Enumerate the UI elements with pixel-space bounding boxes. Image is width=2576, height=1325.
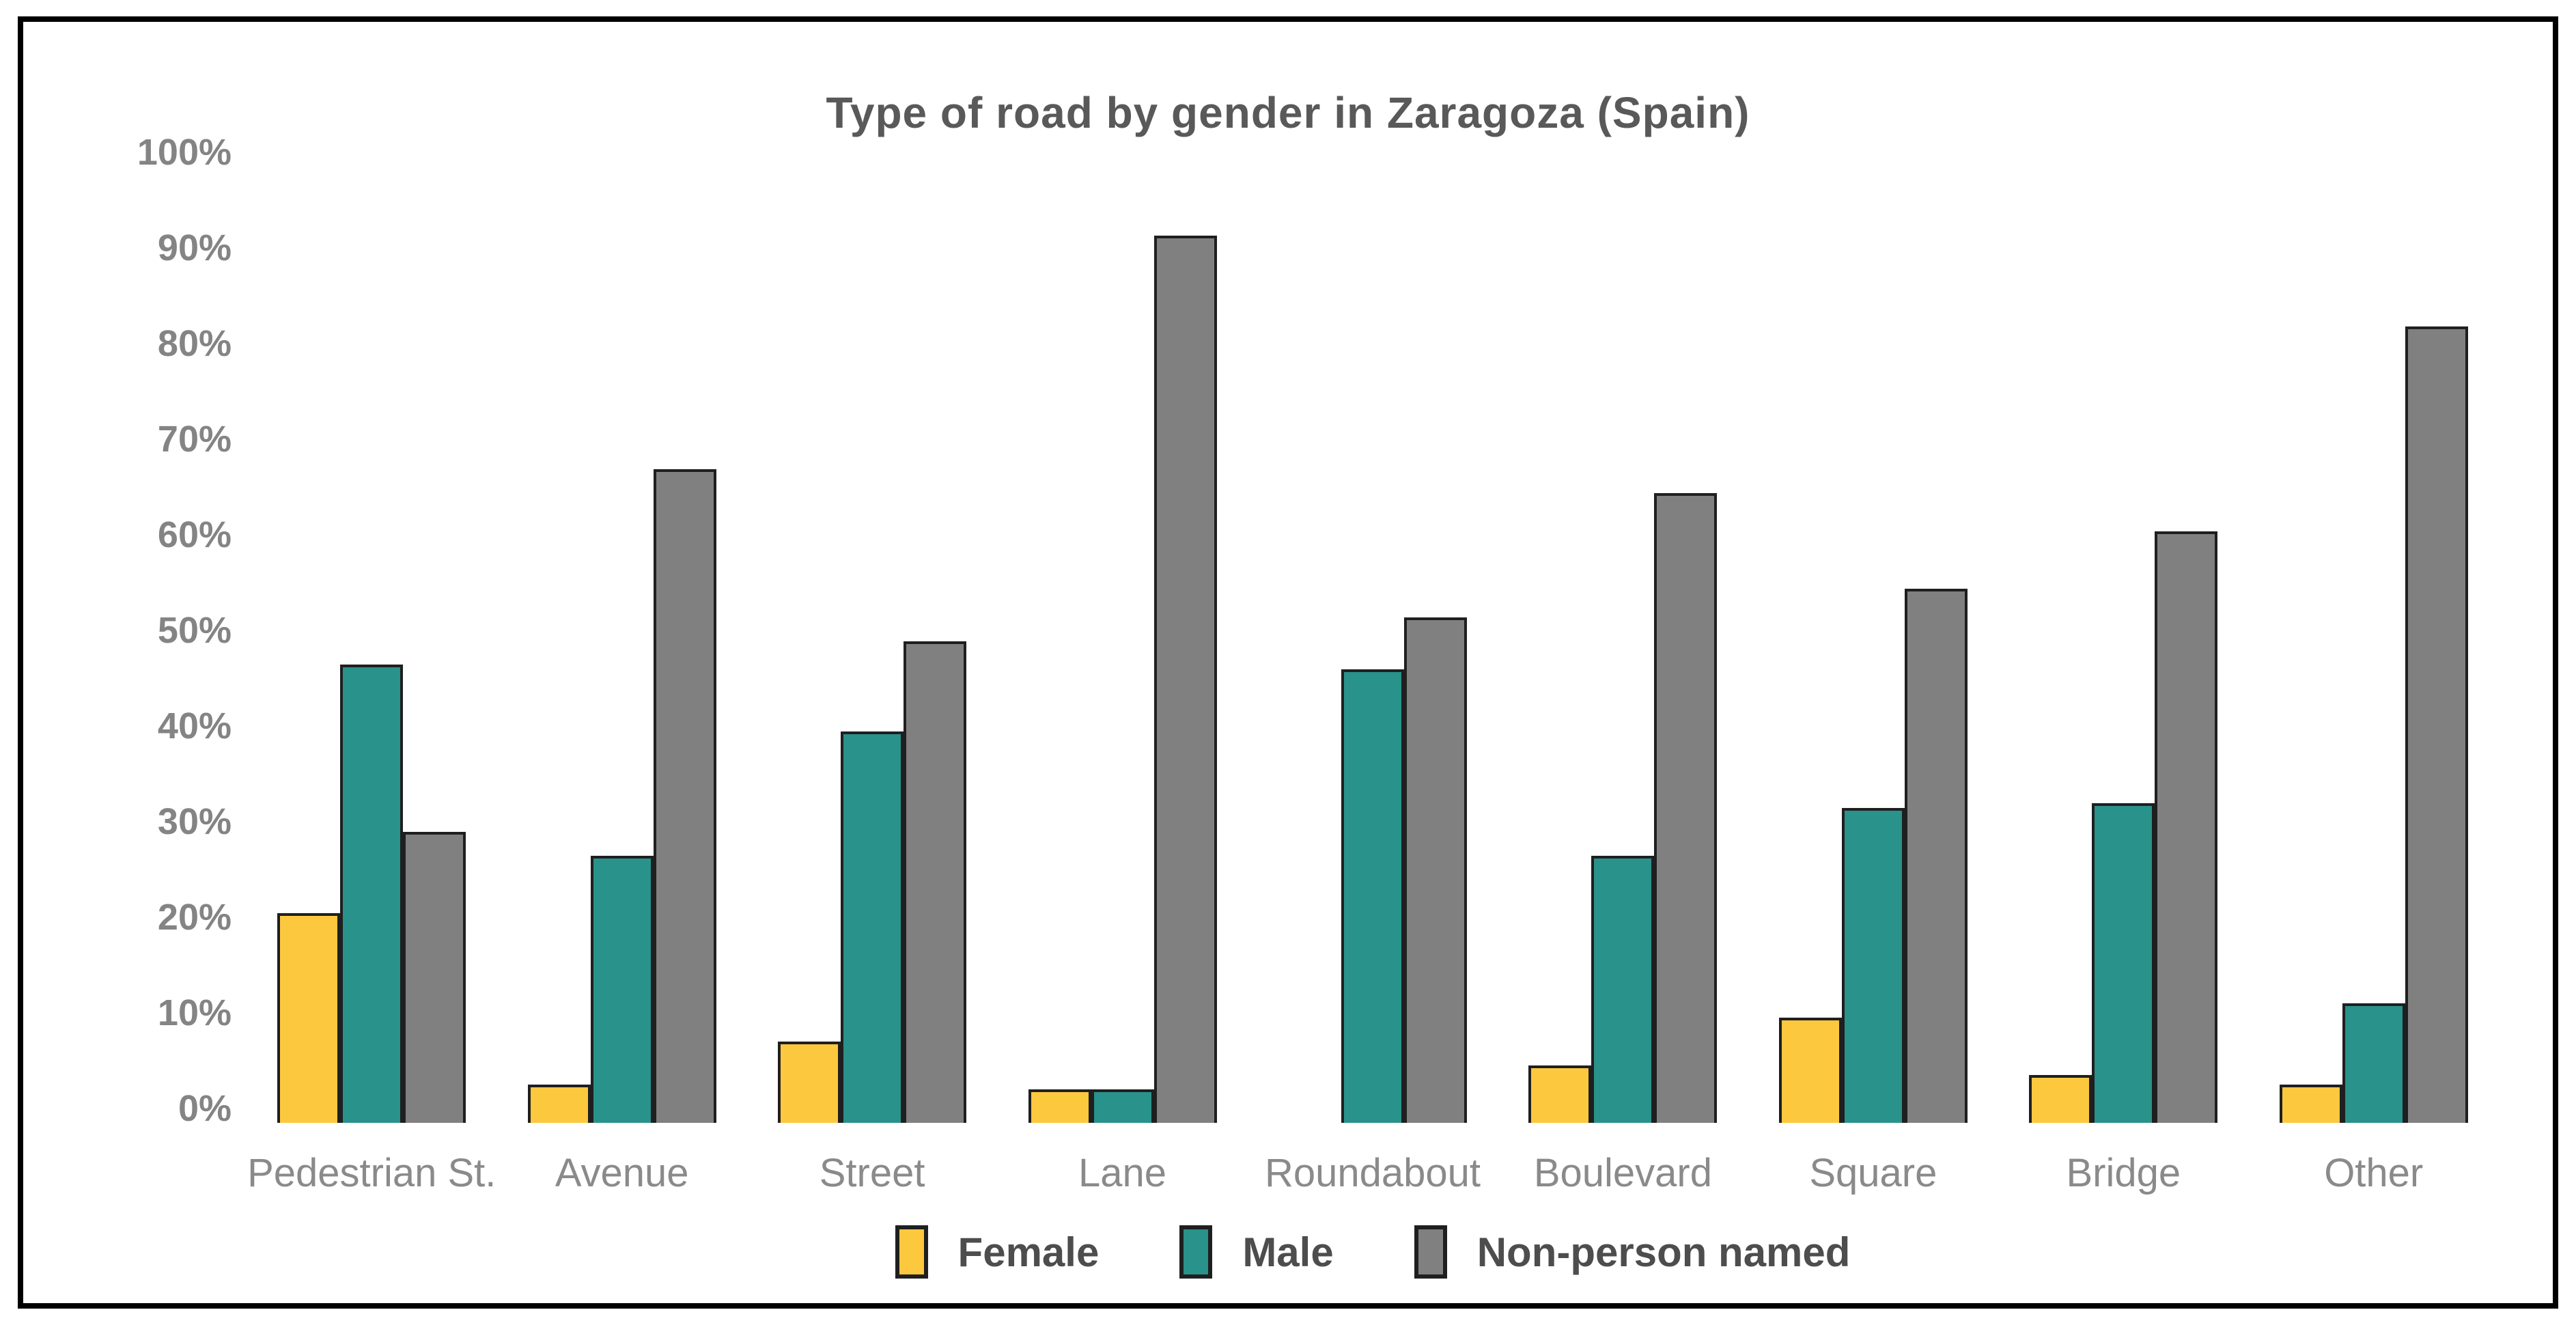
x-axis-label: Lane <box>1078 1151 1167 1195</box>
legend-label: Male <box>1242 1229 1334 1275</box>
bar-male <box>340 665 404 1123</box>
y-axis: 0% 10% 20% 30% 40% 50% 60% 70% 80% 90% 100% <box>23 22 232 1303</box>
x-axis-label: Boulevard <box>1533 1151 1712 1195</box>
legend-swatch-icon <box>1179 1225 1213 1279</box>
x-axis-label: Bridge <box>2066 1151 2181 1195</box>
y-tick-label: 0% <box>178 1088 232 1129</box>
legend-item-male: Male <box>1179 1225 1334 1279</box>
bar-female <box>1528 1065 1592 1123</box>
bar-female <box>778 1042 841 1123</box>
bar-male <box>1341 669 1404 1123</box>
bar-non-person-named <box>1153 236 1217 1123</box>
y-tick-label: 70% <box>157 419 232 460</box>
y-tick-label: 50% <box>157 610 232 651</box>
bar-male <box>841 731 904 1123</box>
chart-frame: Type of road by gender in Zaragoza (Spai… <box>18 16 2558 1309</box>
x-axis-label: Square <box>1809 1151 1937 1195</box>
bar-non-person-named <box>904 641 967 1123</box>
y-tick-label: 10% <box>157 992 232 1033</box>
legend-item-non-person-named: Non-person named <box>1414 1225 1851 1279</box>
bar-non-person-named <box>1654 493 1718 1123</box>
bar-non-person-named <box>1403 617 1467 1123</box>
legend-swatch-icon <box>1414 1225 1447 1279</box>
bar-non-person-named <box>2405 326 2468 1123</box>
chart-title: Type of road by gender in Zaragoza (Spai… <box>826 88 1750 137</box>
x-axis-label: Street <box>819 1151 925 1195</box>
bar-group-square <box>1748 169 1998 1123</box>
bar-male <box>590 856 654 1123</box>
bar-group-bridge <box>1998 169 2248 1123</box>
bar-female <box>1028 1089 1091 1123</box>
bar-female <box>277 913 341 1123</box>
legend-item-female: Female <box>895 1225 1100 1279</box>
bar-non-person-named <box>653 469 716 1123</box>
bar-group-street <box>747 169 997 1123</box>
bar-female <box>2029 1075 2092 1123</box>
bar-group-avenue <box>496 169 746 1123</box>
bar-group-lane <box>997 169 1247 1123</box>
bar-female <box>1778 1018 1842 1123</box>
bar-male <box>1841 808 1905 1123</box>
bar-group-pedestrian-st <box>247 169 496 1123</box>
bar-group-boulevard <box>1498 169 1748 1123</box>
bar-female <box>527 1085 591 1123</box>
bar-group-other <box>2249 169 2499 1123</box>
bar-male <box>1591 856 1655 1123</box>
legend-label: Non-person named <box>1476 1229 1851 1275</box>
bar-non-person-named <box>2155 531 2218 1123</box>
y-tick-label: 40% <box>157 706 232 747</box>
legend: Female Male Non-person named <box>247 1225 2499 1279</box>
x-axis-label: Pedestrian St. <box>247 1151 496 1195</box>
x-axis-label: Other <box>2324 1151 2424 1195</box>
bar-non-person-named <box>403 832 466 1123</box>
plot-area <box>247 169 2499 1123</box>
y-tick-label: 20% <box>157 897 232 938</box>
bar-non-person-named <box>1904 589 1968 1123</box>
legend-label: Female <box>957 1229 1100 1275</box>
y-tick-label: 30% <box>157 801 232 842</box>
y-tick-label: 80% <box>157 323 232 364</box>
x-axis-label: Avenue <box>555 1151 689 1195</box>
bar-male <box>2342 1003 2405 1123</box>
bar-female <box>2279 1085 2342 1123</box>
y-tick-label: 90% <box>157 227 232 268</box>
y-tick-label: 100% <box>137 132 232 173</box>
bar-male <box>1091 1089 1154 1123</box>
x-axis-labels: Pedestrian St. Avenue Street Lane Roundabout… <box>247 1150 2499 1196</box>
bar-male <box>2092 803 2155 1123</box>
legend-swatch-icon <box>895 1225 928 1279</box>
bar-group-roundabout <box>1248 169 1498 1123</box>
y-tick-label: 60% <box>157 514 232 555</box>
x-axis-label: Roundabout <box>1264 1151 1481 1195</box>
